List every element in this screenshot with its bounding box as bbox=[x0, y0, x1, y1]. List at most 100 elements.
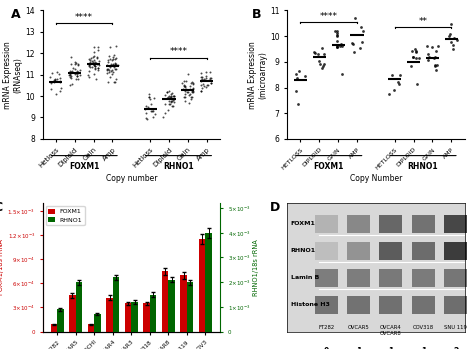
Point bbox=[86, 68, 93, 74]
Point bbox=[167, 99, 174, 105]
Point bbox=[141, 106, 149, 112]
Point bbox=[412, 49, 420, 55]
Point bbox=[55, 72, 63, 77]
Point bbox=[88, 58, 96, 64]
Text: Lamin B: Lamin B bbox=[291, 275, 319, 280]
Point bbox=[106, 69, 113, 75]
Point bbox=[108, 67, 116, 73]
Point bbox=[109, 62, 117, 68]
Point bbox=[198, 74, 205, 80]
Point bbox=[180, 82, 187, 87]
Bar bbox=[412, 215, 435, 233]
Point bbox=[47, 81, 55, 86]
Point bbox=[198, 83, 205, 88]
Bar bbox=[199, 239, 205, 332]
Point bbox=[103, 70, 111, 75]
Point bbox=[447, 40, 455, 45]
Point bbox=[334, 39, 341, 44]
Point bbox=[94, 65, 102, 70]
Point bbox=[165, 93, 173, 98]
Point bbox=[114, 62, 122, 68]
Point bbox=[144, 116, 151, 122]
Text: Copy Number: Copy Number bbox=[350, 173, 402, 183]
Bar bbox=[380, 242, 402, 260]
Point bbox=[93, 62, 100, 67]
Point bbox=[409, 54, 417, 59]
Point bbox=[91, 49, 98, 54]
Point bbox=[198, 78, 205, 83]
Text: 1: 1 bbox=[421, 347, 426, 349]
Point bbox=[146, 96, 154, 102]
Point bbox=[187, 94, 195, 100]
Point bbox=[338, 43, 346, 48]
Text: Histone H3: Histone H3 bbox=[291, 302, 330, 307]
Text: -1: -1 bbox=[355, 347, 363, 349]
Point bbox=[105, 66, 112, 72]
Point bbox=[169, 98, 176, 104]
Point bbox=[206, 77, 214, 82]
Point bbox=[111, 66, 119, 71]
Point bbox=[90, 57, 98, 63]
Point bbox=[146, 94, 153, 99]
Text: FOXM1: FOXM1 bbox=[314, 162, 344, 171]
Point bbox=[73, 77, 80, 82]
Point bbox=[85, 56, 93, 62]
Point bbox=[76, 72, 84, 77]
Point bbox=[143, 103, 150, 109]
Point bbox=[148, 108, 155, 113]
Point bbox=[207, 75, 214, 81]
Point bbox=[182, 83, 189, 89]
Bar bbox=[187, 282, 193, 332]
Point bbox=[50, 78, 57, 83]
Point bbox=[85, 63, 93, 68]
Point bbox=[182, 98, 189, 103]
Point bbox=[445, 34, 453, 39]
Point bbox=[94, 67, 102, 72]
Point bbox=[142, 110, 149, 115]
Y-axis label: mRNA Expression
(microarray): mRNA Expression (microarray) bbox=[248, 41, 267, 109]
Point bbox=[74, 69, 82, 75]
Point bbox=[164, 94, 172, 99]
Point bbox=[412, 55, 419, 61]
Point bbox=[168, 90, 176, 96]
Bar bbox=[347, 296, 370, 313]
Point bbox=[411, 46, 419, 52]
Point bbox=[161, 101, 168, 106]
Text: C: C bbox=[0, 201, 2, 214]
Point bbox=[180, 83, 188, 88]
Point bbox=[57, 85, 64, 90]
Point bbox=[357, 24, 365, 30]
Point bbox=[112, 76, 120, 82]
Point bbox=[86, 62, 93, 68]
Point bbox=[146, 94, 153, 99]
Point bbox=[94, 65, 102, 70]
Point bbox=[407, 64, 415, 69]
Text: RHNO1: RHNO1 bbox=[291, 248, 316, 253]
Point bbox=[112, 67, 120, 72]
Point bbox=[46, 74, 54, 80]
Bar bbox=[315, 242, 338, 260]
Point bbox=[189, 89, 197, 95]
Point bbox=[310, 50, 318, 55]
Point bbox=[91, 59, 99, 65]
Point bbox=[89, 54, 96, 59]
Point bbox=[87, 57, 94, 62]
Point bbox=[91, 63, 99, 68]
Bar bbox=[444, 296, 467, 313]
Point bbox=[180, 86, 187, 91]
Bar bbox=[205, 233, 212, 332]
Point bbox=[446, 31, 454, 37]
Bar bbox=[380, 215, 402, 233]
Point bbox=[385, 91, 393, 96]
Point bbox=[201, 83, 208, 89]
Bar bbox=[347, 269, 370, 287]
Bar bbox=[380, 269, 402, 287]
Point bbox=[189, 94, 196, 99]
Point bbox=[90, 71, 98, 77]
Point bbox=[447, 21, 455, 27]
Text: 0: 0 bbox=[324, 347, 329, 349]
Point bbox=[109, 58, 116, 63]
Text: OVCAR4
OVCAR8: OVCAR4 OVCAR8 bbox=[380, 325, 402, 335]
Bar bbox=[444, 242, 467, 260]
Point bbox=[319, 65, 326, 71]
